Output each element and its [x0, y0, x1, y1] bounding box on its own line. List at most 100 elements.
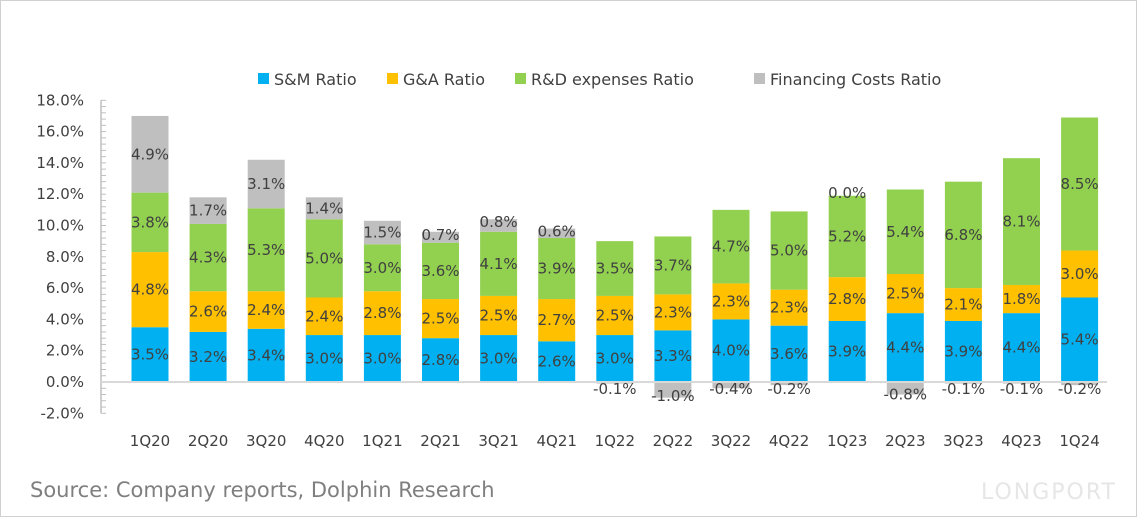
x-tick-label: 2Q20	[188, 432, 228, 450]
x-tick-label: 2Q22	[653, 432, 693, 450]
data-label: 3.5%	[131, 346, 169, 364]
data-label: 8.5%	[1061, 175, 1099, 193]
data-label: 4.0%	[712, 342, 750, 360]
data-label: -0.1%	[942, 380, 986, 398]
y-tick-label: 0.0%	[46, 373, 84, 391]
legend-label: R&D expenses Ratio	[531, 70, 694, 89]
data-label: 2.8%	[421, 351, 459, 369]
bar-segment	[538, 341, 576, 382]
bar-segment	[363, 220, 401, 245]
data-label: 4.4%	[886, 339, 924, 357]
data-label: 2.5%	[480, 306, 518, 324]
bar-segment	[247, 291, 285, 329]
data-label: 1.8%	[1002, 290, 1040, 308]
bar-segment	[305, 335, 343, 382]
x-tick-label: 4Q21	[536, 432, 576, 450]
x-tick-label: 1Q23	[827, 432, 867, 450]
bar-segment	[131, 115, 169, 193]
bar-segment	[422, 299, 459, 339]
bar-segment	[1003, 313, 1040, 382]
data-label: 3.8%	[131, 213, 169, 231]
bar-segment	[712, 382, 750, 389]
bar-segment	[886, 274, 924, 314]
bar-segment	[1061, 382, 1099, 386]
bar-segment	[596, 335, 634, 382]
data-label: 3.0%	[480, 350, 518, 368]
legend-swatch	[754, 73, 765, 84]
y-tick-label: 6.0%	[46, 279, 84, 297]
bar-segment	[886, 313, 924, 382]
y-tick-label: 18.0%	[36, 91, 84, 109]
data-label: 0.8%	[480, 213, 518, 231]
data-label: 8.1%	[1002, 213, 1040, 231]
bar-segment	[712, 319, 750, 382]
data-label: 3.0%	[305, 350, 343, 368]
bar-segment	[422, 231, 459, 243]
bar-segment	[131, 327, 169, 382]
x-tick-label: 1Q22	[595, 432, 635, 450]
data-label: 3.0%	[363, 259, 401, 277]
x-tick-label: 4Q22	[769, 432, 809, 450]
bar-segment	[596, 241, 634, 296]
legend-label: G&A Ratio	[403, 70, 485, 89]
x-tick-label: 3Q22	[711, 432, 751, 450]
bar-segment	[1061, 117, 1099, 251]
bar-segment	[654, 382, 692, 398]
bar-segment	[828, 277, 866, 321]
data-label: 2.5%	[596, 306, 634, 324]
data-label: 5.4%	[886, 223, 924, 241]
bar-segment	[131, 192, 169, 253]
bar-segment	[363, 291, 401, 336]
data-label: 0.6%	[538, 223, 576, 241]
data-label: 1.7%	[189, 202, 227, 220]
x-tick-label: 3Q20	[246, 432, 286, 450]
bar-segment	[712, 283, 750, 320]
bar-segment	[828, 195, 866, 278]
x-tick-label: 3Q23	[943, 432, 983, 450]
bar-segment	[538, 228, 576, 239]
bar-segment	[131, 252, 169, 328]
legend-label: Financing Costs Ratio	[770, 70, 941, 89]
data-label: 3.6%	[421, 262, 459, 280]
data-label: 3.6%	[770, 345, 808, 363]
bar-segment	[944, 320, 982, 382]
data-label: 4.7%	[712, 238, 750, 256]
data-label: 6.8%	[944, 226, 982, 244]
bar-segment	[363, 244, 401, 292]
y-tick-label: 12.0%	[36, 185, 84, 203]
data-label: 2.6%	[189, 303, 227, 321]
data-label: 2.5%	[886, 285, 924, 303]
data-label: 3.0%	[1061, 265, 1099, 283]
data-label: 2.7%	[538, 311, 576, 329]
bar-segment	[886, 382, 924, 395]
data-label: 2.3%	[712, 292, 750, 310]
data-label: 3.4%	[247, 346, 285, 364]
data-label: 3.0%	[363, 350, 401, 368]
data-label: 5.3%	[247, 241, 285, 259]
y-tick-label: 4.0%	[46, 310, 84, 328]
bar-segment	[422, 242, 459, 300]
bar-segment	[654, 330, 692, 382]
x-tick-label: 2Q21	[420, 432, 460, 450]
x-tick-label: 3Q21	[478, 432, 518, 450]
data-label: -0.4%	[709, 380, 753, 398]
data-label: 3.7%	[654, 256, 692, 274]
data-label: 2.1%	[944, 296, 982, 314]
y-tick-label: 2.0%	[46, 342, 84, 360]
bar-segment	[1061, 250, 1099, 298]
bar-segment	[770, 325, 808, 382]
bar-segment	[770, 211, 808, 290]
bar-segment	[247, 328, 285, 382]
bar-segment	[189, 223, 227, 292]
data-label: 2.3%	[770, 299, 808, 317]
data-label: 3.5%	[596, 260, 634, 278]
data-label: 4.9%	[131, 145, 169, 163]
data-label: 1.4%	[305, 199, 343, 217]
data-label: -1.0%	[651, 387, 695, 405]
data-label: 5.4%	[1061, 331, 1099, 349]
x-tick-label: 1Q24	[1059, 432, 1099, 450]
data-label: 2.5%	[421, 310, 459, 328]
legend-swatch	[258, 73, 269, 84]
data-label: 0.0%	[828, 184, 866, 202]
data-label: 2.4%	[305, 307, 343, 325]
